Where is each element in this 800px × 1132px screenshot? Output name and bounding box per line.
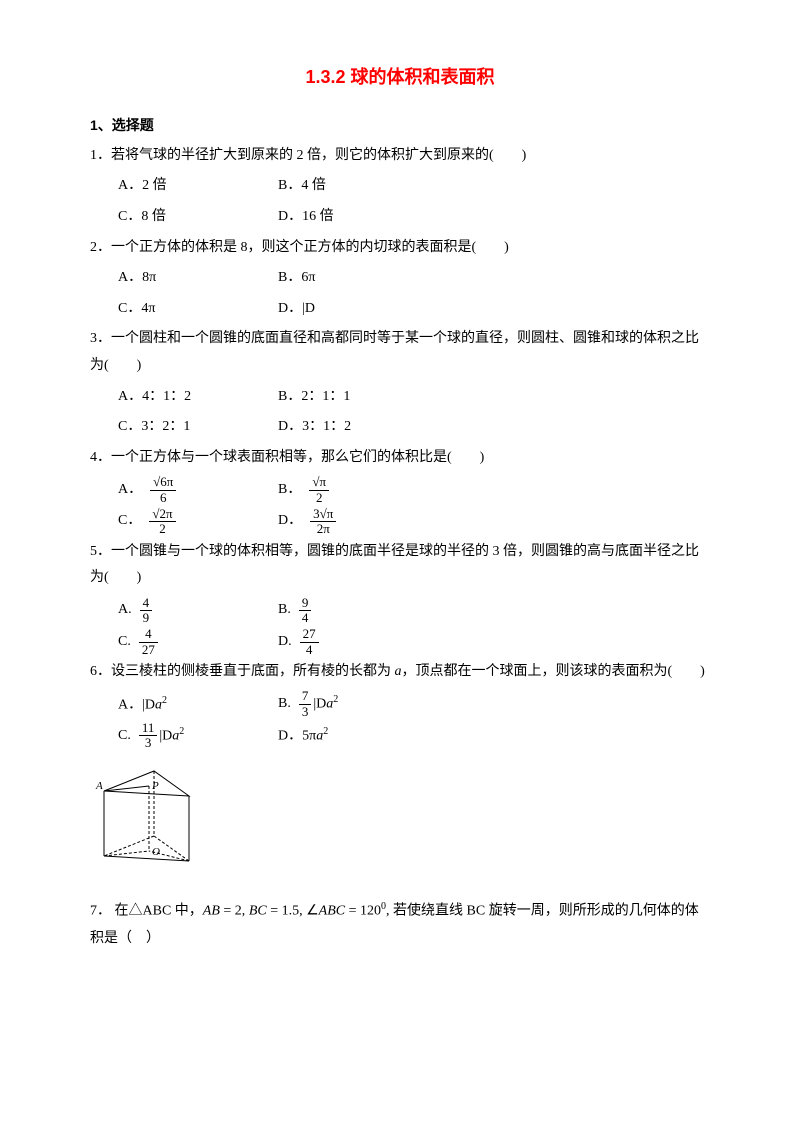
denominator: 3 xyxy=(139,736,158,750)
q4-option-d: D． 3√π 2π xyxy=(278,507,438,537)
question-4-options-row1: A． √6π 6 B． √π 2 xyxy=(90,475,710,505)
option-label-a: A. xyxy=(118,597,132,624)
fraction: 11 3 xyxy=(139,721,158,751)
numerator: √2π xyxy=(149,507,175,522)
q5-option-a: A. 4 9 xyxy=(118,596,278,626)
option-label-b: B. xyxy=(278,691,291,718)
q2-option-c: C．4π xyxy=(118,296,278,323)
option-label-c: C. xyxy=(118,629,131,656)
q5-option-d: D. 27 4 xyxy=(278,627,438,657)
fraction: 9 4 xyxy=(299,596,312,626)
numerator: 7 xyxy=(299,689,312,704)
q1-option-a: A．2 倍 xyxy=(118,173,278,200)
q4-option-b: B． √π 2 xyxy=(278,475,438,505)
fraction: √2π 2 xyxy=(149,507,175,537)
point-p-label: P xyxy=(151,780,159,792)
vertex-a-label: A xyxy=(95,780,103,792)
numerator: √6π xyxy=(150,475,176,490)
q5-option-b: B. 9 4 xyxy=(278,596,438,626)
q2-option-b: B．6π xyxy=(278,265,438,292)
numerator: 3√π xyxy=(310,507,336,522)
question-4-options-row2: C． √2π 2 D． 3√π 2π xyxy=(90,507,710,537)
question-1-text: 1．若将气球的半径扩大到原来的 2 倍，则它的体积扩大到原来的( ) xyxy=(90,143,710,170)
denominator: 3 xyxy=(299,705,312,719)
question-6-text: 6．设三棱柱的侧棱垂直于底面，所有棱的长都为 a，顶点都在一个球面上，则该球的表… xyxy=(90,659,710,686)
document-title: 1.3.2 球的体积和表面积 xyxy=(90,60,710,94)
question-2-options-row1: A．8π B．6π xyxy=(90,265,710,292)
question-2-options-row2: C．4π D．|D xyxy=(90,296,710,323)
q3-option-c: C．3：2：1 xyxy=(118,414,278,441)
denominator: 2 xyxy=(309,491,329,505)
question-7-text: 7． 在△ABC 中，AB = 2, BC = 1.5, ∠ABC = 1200… xyxy=(90,897,710,952)
denominator: 2π xyxy=(310,522,336,536)
question-2-text: 2．一个正方体的体积是 8，则这个正方体的内切球的表面积是( ) xyxy=(90,235,710,262)
q2-option-a: A．8π xyxy=(118,265,278,292)
option-label-d: D． xyxy=(278,508,302,535)
numerator: √π xyxy=(309,475,329,490)
question-3-options-row1: A．4：1：2 B．2：1：1 xyxy=(90,384,710,411)
q6-option-c: C. 11 3 |Da2 xyxy=(118,721,278,751)
q7-pre: 7． 在△ABC 中， xyxy=(90,904,203,919)
question-5-options-row1: A. 4 9 B. 9 4 xyxy=(90,596,710,626)
q5-option-c: C. 4 27 xyxy=(118,627,278,657)
q6-d-text: D．5πa2 xyxy=(278,722,328,750)
q6-b-tail: |Da2 xyxy=(313,690,338,718)
fraction: √6π 6 xyxy=(150,475,176,505)
question-1-options-row2: C．8 倍 D．16 倍 xyxy=(90,204,710,231)
option-label-d: D. xyxy=(278,629,292,656)
q7-formula: AB xyxy=(203,904,220,919)
denominator: 4 xyxy=(299,611,312,625)
question-3-options-row2: C．3：2：1 D．3：1：2 xyxy=(90,414,710,441)
option-label-c: C． xyxy=(118,508,141,535)
q6-post: ，顶点都在一个球面上，则该球的表面积为( ) xyxy=(402,664,705,679)
question-5-options-row2: C. 4 27 D. 27 4 xyxy=(90,627,710,657)
question-5-text: 5．一个圆锥与一个球的体积相等，圆锥的底面半径是球的半径的 3 倍，则圆锥的高与… xyxy=(90,539,710,592)
q1-option-b: B．4 倍 xyxy=(278,173,438,200)
q6-a-text: A．|Da2 xyxy=(118,691,167,719)
prism-figure: A P O xyxy=(94,761,710,882)
fraction: √π 2 xyxy=(309,475,329,505)
denominator: 2 xyxy=(149,522,175,536)
fraction: 3√π 2π xyxy=(310,507,336,537)
q6-c-tail: |Da2 xyxy=(159,722,184,750)
q6-pre: 6．设三棱柱的侧棱垂直于底面，所有棱的长都为 xyxy=(90,664,395,679)
numerator: 4 xyxy=(140,596,153,611)
question-6-options-row2: C. 11 3 |Da2 D．5πa2 xyxy=(90,721,710,751)
fraction: 7 3 xyxy=(299,689,312,719)
q6-option-b: B. 7 3 |Da2 xyxy=(278,689,438,719)
fraction: 4 9 xyxy=(140,596,153,626)
question-4-text: 4．一个正方体与一个球表面积相等，那么它们的体积比是( ) xyxy=(90,445,710,472)
numerator: 27 xyxy=(300,627,319,642)
q1-option-c: C．8 倍 xyxy=(118,204,278,231)
question-6-options-row1: A．|Da2 B. 7 3 |Da2 xyxy=(90,689,710,719)
q2-option-d: D．|D xyxy=(278,296,438,323)
numerator: 9 xyxy=(299,596,312,611)
q6-var: a xyxy=(395,664,402,679)
numerator: 11 xyxy=(139,721,158,736)
numerator: 4 xyxy=(139,627,158,642)
fraction: 27 4 xyxy=(300,627,319,657)
point-o-label: O xyxy=(152,846,160,858)
denominator: 6 xyxy=(150,491,176,505)
q6-option-d: D．5πa2 xyxy=(278,722,438,750)
q6-option-a: A．|Da2 xyxy=(118,691,278,719)
question-1-options-row1: A．2 倍 B．4 倍 xyxy=(90,173,710,200)
denominator: 27 xyxy=(139,643,158,657)
option-label-b: B. xyxy=(278,597,291,624)
option-label-a: A． xyxy=(118,477,142,504)
q3-option-b: B．2：1：1 xyxy=(278,384,438,411)
denominator: 4 xyxy=(300,643,319,657)
section-heading: 1、选择题 xyxy=(90,112,710,139)
fraction: 4 27 xyxy=(139,627,158,657)
question-3-text: 3．一个圆柱和一个圆锥的底面直径和高都同时等于某一个球的直径，则圆柱、圆锥和球的… xyxy=(90,326,710,379)
option-label-b: B． xyxy=(278,477,301,504)
q3-option-a: A．4：1：2 xyxy=(118,384,278,411)
q4-option-c: C． √2π 2 xyxy=(118,507,278,537)
denominator: 9 xyxy=(140,611,153,625)
q1-option-d: D．16 倍 xyxy=(278,204,438,231)
q3-option-d: D．3：1：2 xyxy=(278,414,438,441)
option-label-c: C. xyxy=(118,723,131,750)
q4-option-a: A． √6π 6 xyxy=(118,475,278,505)
